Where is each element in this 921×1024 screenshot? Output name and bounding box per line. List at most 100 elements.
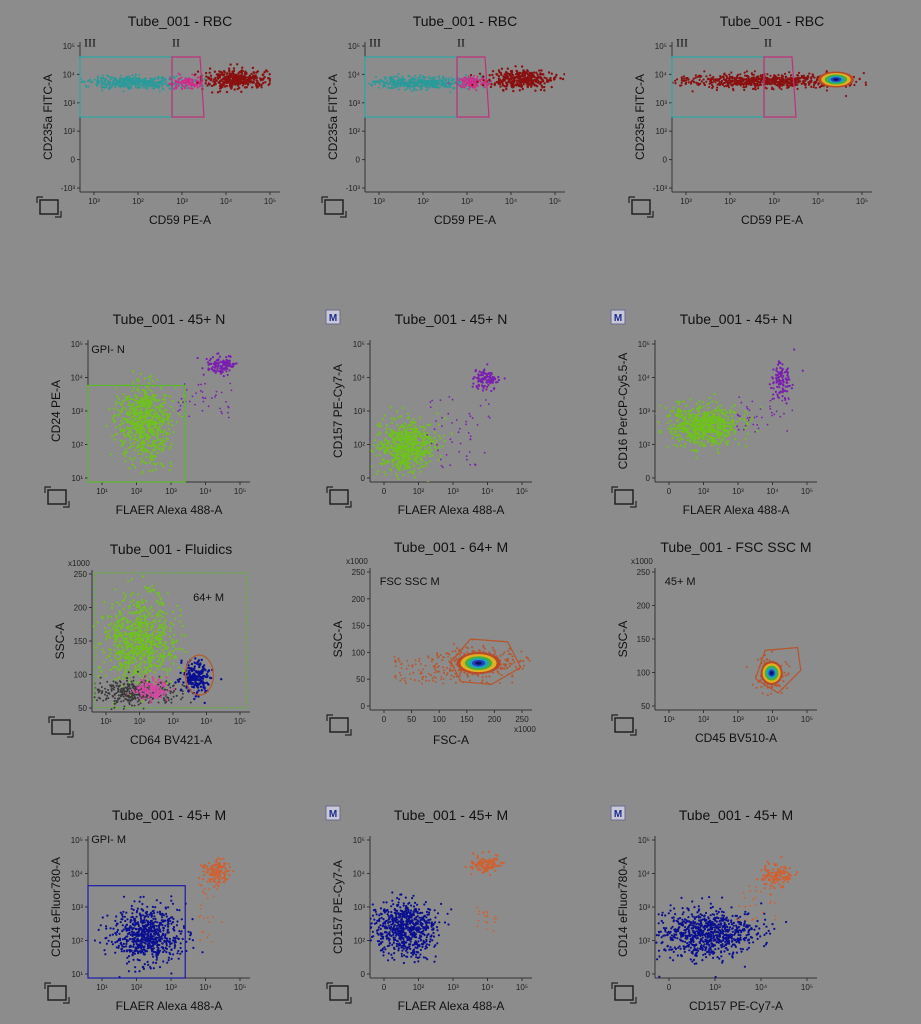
event-dot bbox=[469, 438, 472, 441]
event-dot bbox=[508, 79, 511, 82]
event-dot bbox=[141, 414, 144, 417]
event-dot bbox=[728, 81, 731, 84]
event-dot bbox=[219, 407, 222, 410]
event-dot bbox=[225, 84, 228, 88]
event-dot bbox=[139, 432, 142, 435]
gate-ii[interactable] bbox=[171, 56, 205, 118]
event-dot bbox=[797, 71, 801, 74]
m-badge-icon[interactable] bbox=[325, 309, 341, 325]
event-dot bbox=[196, 86, 199, 89]
event-dot bbox=[167, 427, 170, 431]
event-dot bbox=[479, 404, 482, 407]
event-dot bbox=[401, 432, 404, 435]
event-dot bbox=[746, 432, 750, 435]
event-dot bbox=[396, 466, 399, 469]
event-dot bbox=[698, 404, 701, 407]
x-tick-label: 10² bbox=[724, 197, 736, 206]
event-dot bbox=[396, 438, 399, 442]
event-dot bbox=[396, 437, 400, 440]
event-dot bbox=[138, 73, 141, 76]
event-dot bbox=[789, 80, 792, 83]
event-dot bbox=[150, 459, 153, 462]
event-dot bbox=[142, 79, 145, 82]
event-dot bbox=[704, 444, 707, 448]
event-dot bbox=[421, 459, 424, 462]
event-dot bbox=[394, 441, 397, 444]
event-dot bbox=[397, 429, 400, 432]
event-dot bbox=[152, 462, 155, 465]
event-dot bbox=[543, 82, 546, 85]
event-dot bbox=[235, 362, 238, 365]
event-dot bbox=[188, 78, 191, 81]
axis-scale-icon[interactable] bbox=[611, 486, 637, 508]
axis-scale-icon[interactable] bbox=[628, 196, 654, 218]
event-dot bbox=[135, 77, 138, 80]
event-dot bbox=[674, 430, 678, 433]
event-dot bbox=[734, 81, 737, 85]
axis-scale-icon[interactable] bbox=[36, 196, 62, 218]
event-dot bbox=[211, 91, 214, 94]
event-dot bbox=[132, 370, 135, 373]
event-dot bbox=[424, 80, 427, 82]
event-dot bbox=[689, 398, 692, 401]
event-dot bbox=[527, 76, 530, 79]
x-tick-label: 10² bbox=[132, 197, 144, 206]
event-dot bbox=[400, 454, 403, 457]
event-dot bbox=[216, 367, 219, 371]
event-dot bbox=[147, 414, 150, 417]
event-dot bbox=[162, 434, 165, 437]
event-dot bbox=[133, 418, 136, 421]
event-dot bbox=[409, 441, 412, 444]
event-dot bbox=[237, 80, 240, 84]
event-dot bbox=[406, 437, 409, 440]
event-dot bbox=[449, 83, 452, 86]
event-dot bbox=[222, 375, 225, 378]
event-dot bbox=[215, 79, 218, 83]
event-dot bbox=[392, 78, 395, 81]
event-dot bbox=[379, 447, 382, 450]
event-dot bbox=[399, 85, 402, 88]
event-dot bbox=[241, 66, 244, 69]
axis-scale-icon[interactable] bbox=[44, 486, 70, 508]
event-dot bbox=[686, 77, 689, 80]
event-dot bbox=[151, 469, 154, 472]
plot-p6[interactable]: Tube_001 - 45+ NM0 10² 10³ 10⁴ 10⁵10⁵10⁴10³1… bbox=[610, 309, 817, 517]
event-dot bbox=[510, 70, 514, 74]
event-dot bbox=[131, 74, 134, 77]
event-dot bbox=[675, 419, 679, 422]
event-dot bbox=[122, 422, 125, 425]
event-dot bbox=[481, 389, 484, 392]
event-dot bbox=[528, 71, 532, 75]
event-dot bbox=[465, 77, 467, 80]
event-dot bbox=[386, 80, 389, 83]
event-dot bbox=[438, 423, 441, 426]
event-dot bbox=[169, 77, 172, 80]
event-dot bbox=[214, 76, 217, 80]
event-dot bbox=[473, 463, 476, 466]
event-dot bbox=[488, 74, 491, 77]
event-dot bbox=[251, 80, 255, 84]
gate-ii[interactable] bbox=[456, 56, 490, 118]
event-dot bbox=[141, 399, 144, 402]
event-dot bbox=[813, 76, 816, 79]
event-dot bbox=[173, 88, 176, 91]
m-badge-icon[interactable] bbox=[610, 309, 626, 325]
axis-scale-icon[interactable] bbox=[326, 486, 352, 508]
event-dot bbox=[426, 450, 429, 453]
event-dot bbox=[521, 79, 525, 83]
event-dot bbox=[722, 76, 725, 79]
plot-p5[interactable]: Tube_001 - 45+ NM0 10² 10³ 10⁴ 10⁵10⁵10⁴10³1… bbox=[325, 309, 532, 517]
gate-ii[interactable] bbox=[763, 56, 797, 118]
event-dot bbox=[396, 457, 399, 460]
event-dot bbox=[698, 409, 701, 413]
y-tick-label: -10³ bbox=[61, 184, 76, 193]
event-dot bbox=[414, 84, 416, 87]
gate-gpi-n[interactable] bbox=[87, 384, 186, 483]
event-dot bbox=[383, 449, 386, 452]
event-dot bbox=[475, 89, 478, 92]
axis-scale-icon[interactable] bbox=[321, 196, 347, 218]
